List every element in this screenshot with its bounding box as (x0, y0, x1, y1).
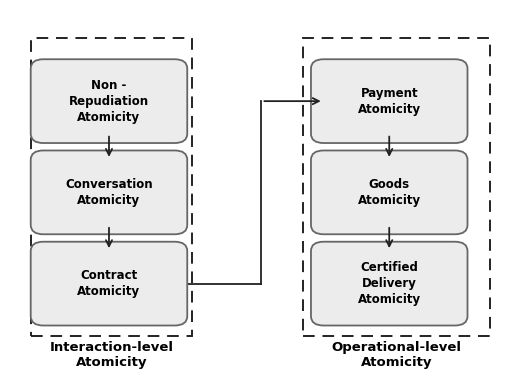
Bar (31, 38, 193, 336)
FancyBboxPatch shape (31, 59, 187, 143)
FancyBboxPatch shape (311, 59, 468, 143)
FancyBboxPatch shape (311, 242, 468, 325)
Text: Non -
Repudiation
Atomicity: Non - Repudiation Atomicity (69, 79, 149, 123)
Text: Interaction-level
Atomicity: Interaction-level Atomicity (49, 341, 174, 369)
Text: Conversation
Atomicity: Conversation Atomicity (65, 178, 153, 207)
Text: Goods
Atomicity: Goods Atomicity (358, 178, 421, 207)
Text: Contract
Atomicity: Contract Atomicity (77, 269, 140, 298)
FancyBboxPatch shape (311, 151, 468, 234)
FancyBboxPatch shape (31, 151, 187, 234)
FancyBboxPatch shape (31, 242, 187, 325)
Text: Certified
Delivery
Atomicity: Certified Delivery Atomicity (358, 261, 421, 306)
Text: Payment
Atomicity: Payment Atomicity (358, 87, 421, 116)
Text: Operational-level
Atomicity: Operational-level Atomicity (332, 341, 462, 369)
Bar (304, 38, 490, 336)
